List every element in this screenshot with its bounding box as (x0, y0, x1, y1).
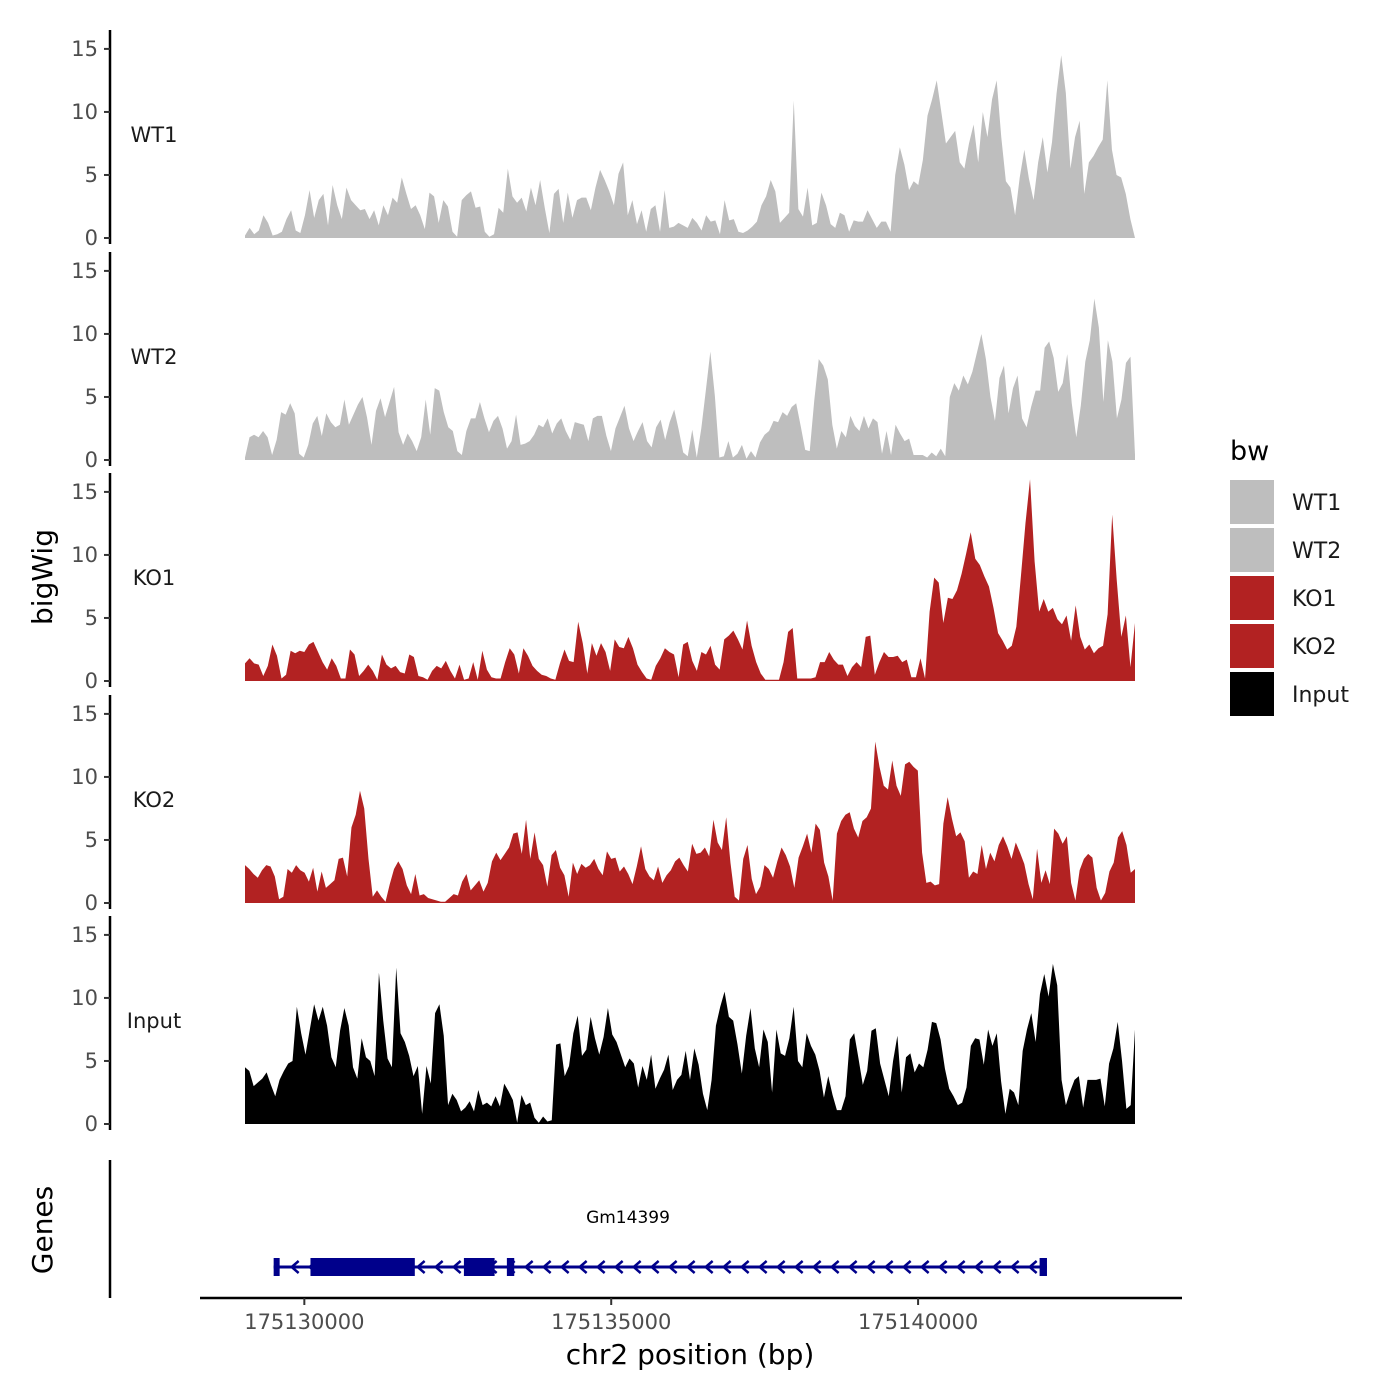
strand-arrow (1009, 1260, 1020, 1274)
x-axis-title: chr2 position (bp) (566, 1338, 815, 1371)
strand-arrow (973, 1260, 984, 1274)
strand-arrow (649, 1260, 660, 1274)
strand-arrow (631, 1260, 642, 1274)
panel-wt2: 0 5 10 15 WT2 (71, 252, 1135, 472)
panel-label-input: Input (127, 1009, 181, 1033)
strand-arrow (289, 1260, 300, 1274)
strand-arrow (739, 1260, 750, 1274)
strand-arrow (991, 1260, 1002, 1274)
strand-arrow (865, 1260, 876, 1274)
legend-title: bw (1230, 436, 1269, 467)
panel-label-wt2: WT2 (131, 345, 178, 369)
strand-arrow (577, 1260, 588, 1274)
gene-track-title: Genes (26, 1186, 59, 1274)
y-tick-label: 0 (85, 669, 98, 693)
legend: bw WT1 WT2 KO1 KO2 Input (1230, 436, 1349, 716)
legend-label-ko1: KO1 (1292, 587, 1337, 612)
strand-arrow (541, 1260, 552, 1274)
panel-label-wt1: WT1 (131, 123, 178, 147)
panel-ko1: 0 5 10 15 KO1 (71, 473, 1135, 693)
strand-arrow (937, 1260, 948, 1274)
x-axis: 175130000 175135000 175140000 (200, 1296, 1182, 1334)
strand-arrow (721, 1260, 732, 1274)
gene-name-label: Gm14399 (586, 1208, 670, 1228)
strand-arrow (775, 1260, 786, 1274)
y-tick-label: 10 (71, 322, 98, 346)
y-tick-label: 15 (71, 702, 98, 726)
strand-arrow (793, 1260, 804, 1274)
gene-exon (1039, 1258, 1047, 1276)
strand-arrow (703, 1260, 714, 1274)
y-tick-label: 15 (71, 259, 98, 283)
panel-input: 0 5 10 15 Input (71, 916, 1135, 1136)
strand-arrow (811, 1260, 822, 1274)
panel-wt1: 0 5 10 15 WT1 (71, 30, 1135, 250)
y-tick-label: 10 (71, 986, 98, 1010)
strand-arrow (1027, 1260, 1038, 1274)
y-tick-label: 0 (85, 1112, 98, 1136)
strand-arrow (901, 1260, 912, 1274)
y-tick-label: 10 (71, 100, 98, 124)
coverage-area-wt1 (245, 55, 1135, 239)
panel-label-ko2: KO2 (133, 788, 176, 812)
strand-arrow (667, 1260, 678, 1274)
y-tick-label: 5 (85, 163, 98, 187)
strand-arrow (595, 1260, 606, 1274)
x-tick-label: 175135000 (551, 1310, 671, 1334)
panel-ko2: 0 5 10 15 KO2 (71, 695, 1135, 915)
x-tick-label: 175130000 (244, 1310, 364, 1334)
y-tick-label: 10 (71, 765, 98, 789)
strand-arrow (523, 1260, 534, 1274)
y-tick-label: 0 (85, 448, 98, 472)
strand-arrow (415, 1260, 426, 1274)
y-tick-label: 10 (71, 543, 98, 567)
coverage-area-ko1 (245, 479, 1135, 681)
panel-label-ko1: KO1 (133, 566, 176, 590)
legend-label-wt1: WT1 (1292, 491, 1341, 516)
legend-key-input (1230, 672, 1274, 716)
strand-arrow (613, 1260, 624, 1274)
y-tick-label: 5 (85, 385, 98, 409)
y-tick-label: 15 (71, 37, 98, 61)
y-tick-label: 5 (85, 606, 98, 630)
strand-arrow (847, 1260, 858, 1274)
strand-arrow (919, 1260, 930, 1274)
strand-arrow (685, 1260, 696, 1274)
gene-exon (506, 1258, 515, 1276)
y-tick-label: 0 (85, 891, 98, 915)
strand-arrow (451, 1260, 462, 1274)
strand-arrow (433, 1260, 444, 1274)
y-tick-label: 5 (85, 828, 98, 852)
gene-track: Gm14399 (108, 1160, 1047, 1298)
strand-arrow (559, 1260, 570, 1274)
coverage-area-ko2 (245, 741, 1135, 903)
y-tick-label: 15 (71, 480, 98, 504)
strand-arrow (883, 1260, 894, 1274)
strand-arrow (829, 1260, 840, 1274)
legend-label-wt2: WT2 (1292, 539, 1341, 564)
coverage-area-input (245, 963, 1135, 1124)
y-tick-label: 0 (85, 226, 98, 250)
legend-key-ko1 (1230, 576, 1274, 620)
legend-label-input: Input (1292, 683, 1349, 708)
coverage-area-wt2 (245, 298, 1135, 460)
y-tick-label: 15 (71, 923, 98, 947)
track-panels: 0 5 10 15 WT1 0 5 10 15 WT2 0 5 10 15 KO1 0 5 10 15 KO2 0 5 10… (71, 30, 1135, 1136)
legend-key-wt1 (1230, 480, 1274, 524)
gene-exon (273, 1258, 280, 1276)
legend-key-wt2 (1230, 528, 1274, 572)
gene-exon (310, 1258, 415, 1276)
strand-arrow (955, 1260, 966, 1274)
y-axis-title: bigWig (26, 529, 59, 625)
gene-exon (463, 1258, 495, 1276)
legend-key-ko2 (1230, 624, 1274, 668)
y-tick-label: 5 (85, 1049, 98, 1073)
legend-label-ko2: KO2 (1292, 635, 1337, 660)
x-tick-label: 175140000 (858, 1310, 978, 1334)
strand-arrow (757, 1260, 768, 1274)
